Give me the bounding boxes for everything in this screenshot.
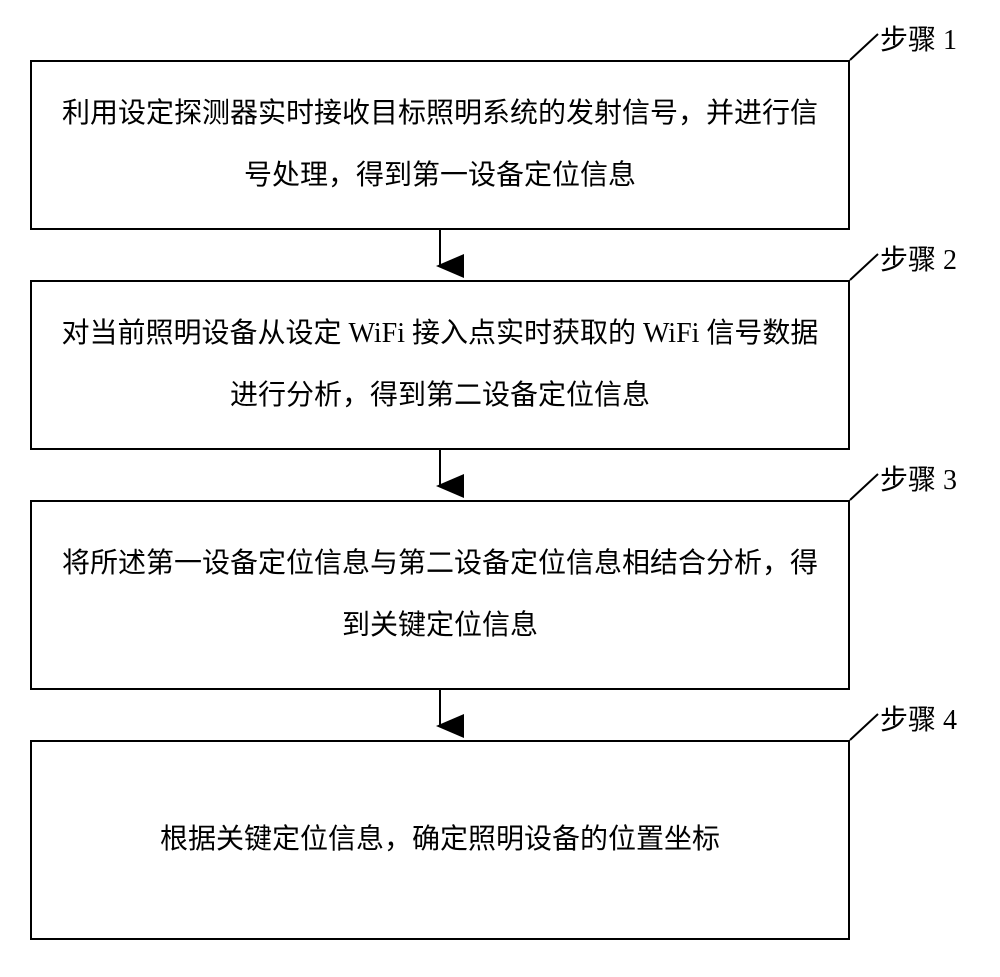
step-label-1-text: 步骤 1 xyxy=(880,25,957,56)
flowchart-canvas: 步骤 1 利用设定探测器实时接收目标照明系统的发射信号，并进行信号处理，得到第一… xyxy=(0,0,1000,977)
step-box-3-text: 将所述第一设备定位信息与第二设备定位信息相结合分析，得到关键定位信息 xyxy=(52,533,828,656)
callout-line-3 xyxy=(850,474,878,500)
step-box-2: 对当前照明设备从设定 WiFi 接入点实时获取的 WiFi 信号数据进行分析，得… xyxy=(30,280,850,450)
step-label-1: 步骤 1 xyxy=(880,18,957,58)
step-box-1-text: 利用设定探测器实时接收目标照明系统的发射信号，并进行信号处理，得到第一设备定位信… xyxy=(52,83,828,206)
step-box-2-text: 对当前照明设备从设定 WiFi 接入点实时获取的 WiFi 信号数据进行分析，得… xyxy=(52,303,828,426)
step-box-4: 根据关键定位信息，确定照明设备的位置坐标 xyxy=(30,740,850,940)
callout-line-2 xyxy=(850,254,878,280)
step-label-3: 步骤 3 xyxy=(880,458,957,498)
step-label-4-text: 步骤 4 xyxy=(880,705,957,736)
step-label-4: 步骤 4 xyxy=(880,698,957,738)
step-box-3: 将所述第一设备定位信息与第二设备定位信息相结合分析，得到关键定位信息 xyxy=(30,500,850,690)
step-box-4-text: 根据关键定位信息，确定照明设备的位置坐标 xyxy=(160,809,720,871)
callout-line-4 xyxy=(850,714,878,740)
step-box-1: 利用设定探测器实时接收目标照明系统的发射信号，并进行信号处理，得到第一设备定位信… xyxy=(30,60,850,230)
step-label-2: 步骤 2 xyxy=(880,238,957,278)
step-label-3-text: 步骤 3 xyxy=(880,465,957,496)
step-label-2-text: 步骤 2 xyxy=(880,245,957,276)
callout-line-1 xyxy=(850,34,878,60)
